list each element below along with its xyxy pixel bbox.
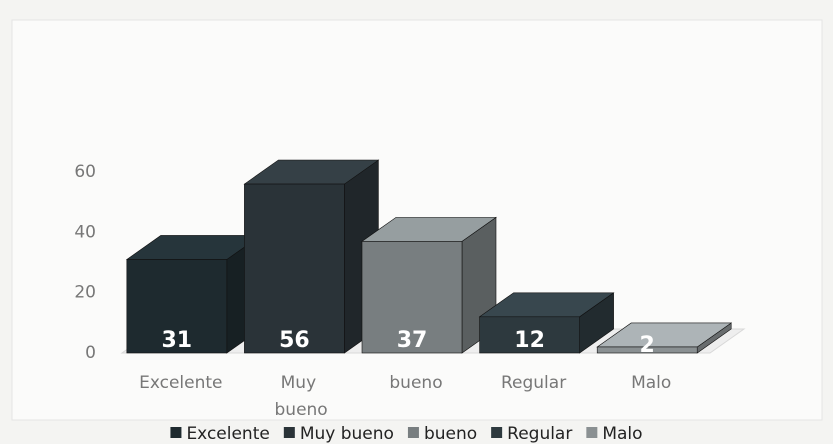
value-label: 37 [397,328,428,353]
y-tick-label: 0 [85,343,96,363]
y-tick-label: 20 [74,283,96,303]
x-tick-label: Excelente [139,373,222,393]
legend-swatch [170,427,182,438]
bar [479,316,580,354]
value-label: 12 [514,328,545,353]
legend-label: Excelente [186,424,269,444]
x-tick-label: Malo [631,373,671,393]
x-tick-label: bueno [389,373,442,393]
label-line: bueno [269,400,328,420]
bar [361,241,463,354]
bar [126,259,228,354]
bar [596,346,698,354]
legend-label: Muy bueno [300,424,394,444]
value-label: 56 [279,328,310,353]
y-tick-label: 40 [74,222,96,242]
value-label: 2 [640,333,655,358]
legend: Excelente Muy bueno bueno Regular Malo [170,424,643,444]
legend-label: Regular [507,424,572,444]
x-tick-label: Regular [501,373,566,393]
legend-swatch [283,427,295,438]
legend-swatch [407,427,419,438]
legend-swatch [491,427,503,438]
label-line: Muy [281,373,317,393]
value-label: 31 [161,328,192,353]
legend-swatch [586,427,598,438]
legend-label: Malo [602,424,642,444]
y-tick-label: 60 [74,162,96,182]
bar [244,183,345,354]
x-tick-label: Muy bueno [269,373,328,420]
legend-label: bueno [424,424,477,444]
